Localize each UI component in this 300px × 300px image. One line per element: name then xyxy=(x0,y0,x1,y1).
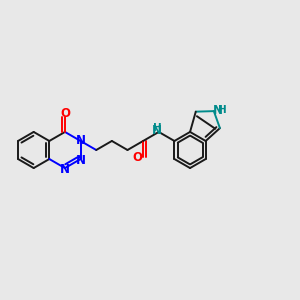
Text: O: O xyxy=(132,151,142,164)
Text: H: H xyxy=(218,105,227,115)
Text: N: N xyxy=(213,103,223,117)
Text: N: N xyxy=(76,154,86,166)
Text: N: N xyxy=(152,124,162,137)
Text: H: H xyxy=(153,123,161,133)
Text: O: O xyxy=(60,107,70,120)
Text: N: N xyxy=(60,163,70,176)
Text: N: N xyxy=(76,134,86,148)
